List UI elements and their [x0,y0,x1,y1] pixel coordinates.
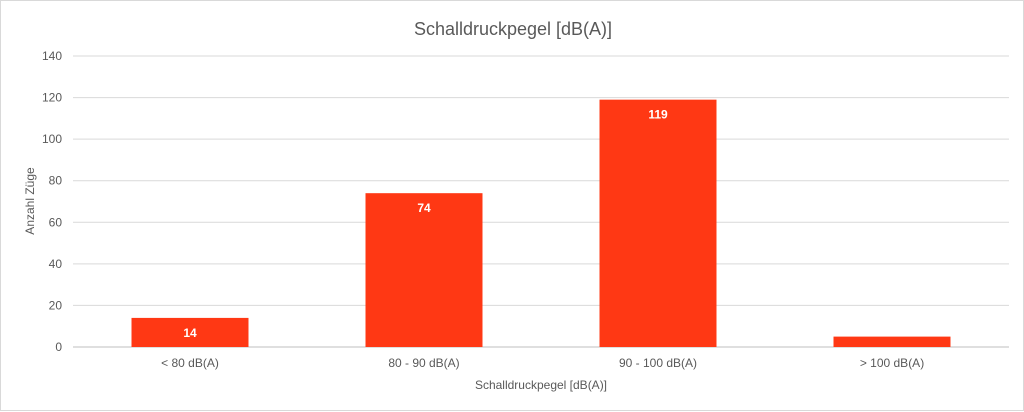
bar [131,317,249,347]
x-axis-title: Schalldruckpegel [dB(A)] [475,378,607,392]
y-tick-label: 60 [49,215,63,229]
y-tick-label: 0 [55,340,62,354]
data-label: 74 [417,201,431,215]
y-tick-label: 80 [49,174,63,188]
y-tick-label: 40 [49,257,63,271]
bar [599,99,717,348]
x-tick-label: > 100 dB(A) [860,356,924,370]
data-labels: 14 74 119 [183,108,668,340]
x-tick-label: < 80 dB(A) [161,356,219,370]
y-axis-title: Anzahl Züge [23,167,37,235]
bar [365,193,483,347]
y-tick-label: 140 [42,49,62,63]
bar [833,336,951,347]
y-tick-label: 120 [42,91,62,105]
x-tick-label: 80 - 90 dB(A) [388,356,459,370]
y-tick-label: 100 [42,132,62,146]
y-tick-label: 20 [49,298,63,312]
gridlines [73,55,1009,348]
data-label: 119 [648,108,668,122]
y-axis-ticks: 0 20 40 60 80 100 120 140 [42,49,62,354]
x-tick-label: 90 - 100 dB(A) [619,356,697,370]
chart-title: Schalldruckpegel [dB(A)] [414,19,612,39]
x-axis-ticks: < 80 dB(A) 80 - 90 dB(A) 90 - 100 dB(A) > 1… [161,356,924,370]
bars [131,99,951,348]
data-label: 14 [183,326,197,340]
